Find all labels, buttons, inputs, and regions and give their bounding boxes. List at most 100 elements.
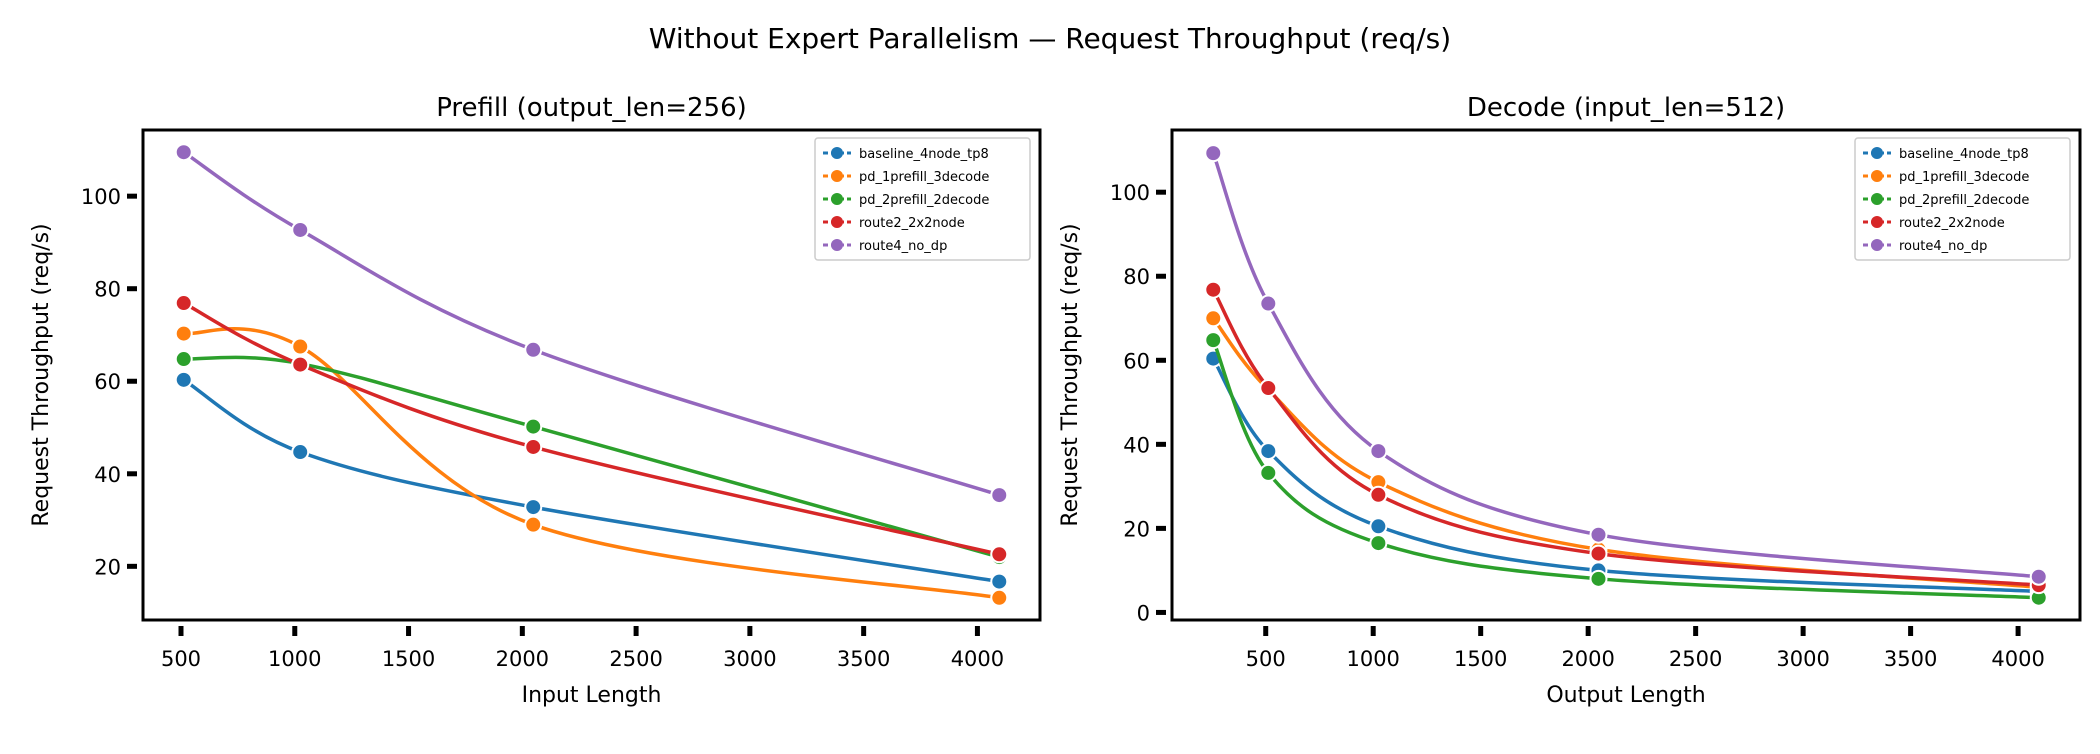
x-axis-label: Output Length [1546,683,1705,708]
series-route4_no_dp [1204,144,2048,586]
data-point [174,350,193,369]
x-tick-label: 3500 [1884,647,1937,671]
data-point [1204,309,1223,328]
data-point [1204,331,1223,350]
x-tick-label: 500 [1246,647,1286,671]
legend-label: pd_2prefill_2decode [859,193,989,208]
y-tick-label: 80 [1123,265,1150,289]
legend-marker [831,239,843,251]
x-tick-label: 3500 [837,647,890,671]
y-tick-label: 40 [94,463,121,487]
y-tick-label: 20 [1123,517,1150,541]
legend-label: route4_no_dp [1899,239,1987,254]
legend-box [814,137,1031,261]
data-point [1369,534,1388,553]
data-point [291,220,310,239]
series-line [1211,339,2039,600]
data-point [1259,379,1278,398]
series-line [183,355,1000,559]
x-tick-label: 3000 [1776,647,1829,671]
data-point [174,324,193,343]
legend-marker [1871,170,1883,182]
y-tick-label: 60 [1123,349,1150,373]
legend-marker [1871,239,1883,251]
series-route4_no_dp [174,143,1009,505]
y-tick-label: 20 [94,555,121,579]
x-axis-label: Input Length [522,683,662,708]
series-line [1211,317,2039,589]
data-point [2029,567,2048,586]
x-tick-label: 2000 [496,647,549,671]
legend-marker [1871,216,1883,228]
y-tick-label: 100 [81,185,121,209]
y-tick-label: 60 [94,370,121,394]
legend-box [1854,137,2071,261]
data-point [291,355,310,374]
data-point [1369,485,1388,504]
subplot-title: Decode (input_len=512) [1467,93,1785,123]
series-route2_2x2node [1204,280,2048,595]
series-route2_2x2node [174,294,1009,564]
series-line [182,301,1000,557]
series-baseline_4node_tp8 [174,370,1009,591]
data-point [1589,525,1608,544]
legend-marker [1871,193,1883,205]
data-point [1589,569,1608,588]
data-point [291,337,310,356]
data-point [291,443,310,462]
legend-label: pd_2prefill_2decode [1899,193,2029,208]
subplot-2: Decode (input_len=512) Output Length Reque… [1058,93,2082,708]
series-line [182,150,1000,497]
subplot-1: Prefill (output_len=256) Input Length Requ… [29,93,1042,708]
legend-marker [831,147,843,159]
legend-marker [1871,147,1883,159]
x-tick-label: 4000 [1991,647,2044,671]
data-point [990,572,1009,591]
x-tick-label: 2000 [1561,647,1614,671]
data-point [990,545,1009,564]
axes-frame [141,128,1042,622]
x-tick-label: 4000 [951,647,1004,671]
x-tick-label: 500 [161,647,201,671]
data-point [524,417,543,436]
subplot-title: Prefill (output_len=256) [436,93,747,123]
legend-marker [831,193,843,205]
data-point [174,143,193,162]
legend-label: pd_1prefill_3decode [1899,170,2029,185]
y-tick-label: 0 [1137,601,1150,625]
data-point [174,370,193,389]
series-pd_1prefill_3decode [1204,309,2048,597]
y-tick-label: 80 [94,278,121,302]
legend-label: baseline_4node_tp8 [859,147,989,162]
series-baseline_4node_tp8 [1204,349,2048,601]
data-point [990,588,1009,607]
legend: baseline_4node_tp8 pd_1prefill_3decode pd_… [1854,137,2071,261]
series-line [182,378,1000,584]
axes-frame [1170,128,2082,622]
data-point [524,515,543,534]
legend-label: route2_2x2node [1899,216,2005,231]
y-tick-label: 40 [1123,433,1150,457]
legend-label: route4_no_dp [859,239,947,254]
series-pd_2prefill_2decode [1204,331,2048,607]
series-line [1211,152,2039,579]
data-point [1259,442,1278,461]
x-tick-label: 3000 [723,647,776,671]
x-tick-label: 1000 [1346,647,1399,671]
x-tick-label: 2500 [1669,647,1722,671]
y-tick-label: 100 [1110,181,1150,205]
data-point [524,437,543,456]
legend-marker [831,170,843,182]
data-point [524,340,543,359]
data-point [1259,294,1278,313]
series-line [183,327,1000,600]
data-point [174,294,193,313]
legend-label: route2_2x2node [859,216,965,231]
x-tick-label: 1500 [382,647,435,671]
legend-marker [831,216,843,228]
data-point [1369,442,1388,461]
series-pd_1prefill_3decode [174,324,1009,607]
y-axis-label: Request Throughput (req/s) [29,223,54,526]
